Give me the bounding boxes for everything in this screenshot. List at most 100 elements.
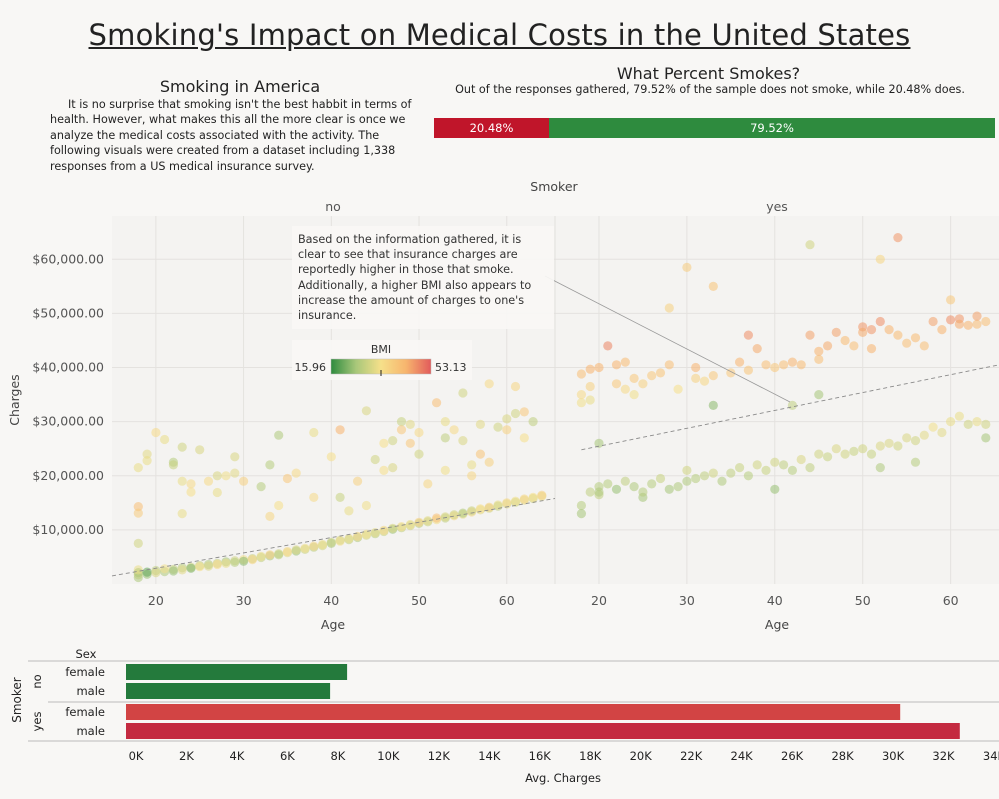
scatter-point-yes [981,316,991,327]
scatter-point-no [326,452,336,462]
avg-charges-bar-chart: Sex Smoker female male female male no yes 0K 2… [10,647,999,785]
scatter-point-yes [849,446,859,456]
scatter-point-no [309,492,319,502]
scatter-point-no [344,533,354,544]
scatter-point-yes [840,449,850,459]
scatter-point-no [353,476,363,486]
scatter-point-yes [770,484,780,494]
scatter-point-yes [682,465,692,475]
y-tick-labels: $10,000.00 $20,000.00 $30,000.00 $40,000.00… [32,251,104,537]
scatter-point-yes [576,500,587,511]
scatter-point-no [212,487,222,498]
scatter-point-no [317,539,328,550]
scatter-point-no [335,535,345,545]
scatter-point-yes [787,357,798,367]
bar-x-tick-label: 4K [230,749,245,763]
bar-x-tick-label: 0K [129,749,144,763]
scatter-point-no [212,471,222,481]
bar-x-tick-label: 8K [330,749,345,763]
scatter-point-no [133,502,143,512]
scatter-point-yes [814,354,824,364]
bar-yes-male [126,723,960,739]
scatter-point-no [291,545,301,555]
scatter-point-yes [954,411,965,421]
scatter-point-no [133,572,143,583]
y-tick-label: $20,000.00 [32,468,104,483]
y-tick-label: $30,000.00 [32,414,104,429]
scatter-point-yes [884,438,894,448]
x-tick-label: 60 [943,593,959,608]
y-tick-label: $40,000.00 [32,360,104,375]
trend-line-no [111,498,556,577]
scatter-point-yes [814,390,824,400]
scatter-point-no [423,479,433,489]
bar-category-label: female [65,705,105,719]
scatter-point-no [230,468,240,478]
scatter-point-no [256,482,266,492]
scatter-point-no [282,473,292,484]
scatter-point-no [379,525,389,536]
intro-body: It is no surprise that smoking isn't the… [50,98,412,173]
scatter-point-no [309,427,319,438]
scatter-point-yes [603,479,613,489]
scatter-point-yes [743,365,754,375]
scatter-point-yes [946,295,956,305]
scatter-point-yes [779,360,789,370]
scatter-point-no [388,436,398,446]
scatter-point-no [537,490,547,500]
scatter-point-yes [743,330,754,340]
scatter-point-yes [937,325,947,335]
scatter-point-no [133,463,143,473]
scatter-point-no [186,487,196,497]
scatter-point-no [212,559,222,570]
scatter-point-yes [735,357,745,367]
scatter-point-no [379,465,389,475]
scatter-point-yes [691,373,701,383]
scatter-point-yes [787,465,798,475]
x-tick-label: 30 [236,593,252,608]
y-tick-label: $10,000.00 [32,522,104,537]
scatter-point-no [160,434,170,445]
scatter-point-no [388,463,398,473]
scatter-point-no [221,471,231,481]
scatter-point-yes [814,346,824,356]
bar-category-label: male [76,724,105,738]
scatter-point-yes [726,468,736,478]
scatter-point-no [335,492,345,502]
scatter-point-no [230,557,240,568]
scatter-point-no [432,398,442,408]
scatter-point-yes [717,476,727,486]
scatter-point-yes [831,444,841,454]
scatter-point-yes [664,303,674,313]
scatter-point-yes [708,468,718,478]
scatter-point-no [186,479,196,489]
bar-x-tick-label: 2K [179,749,194,763]
scatter-point-no [475,449,485,459]
bar-category-header: Sex [76,647,97,661]
scatter-point-yes [910,436,921,446]
scatter-point-yes [682,476,692,486]
trend-line-yes [581,364,999,451]
bar-category-label: male [76,684,105,698]
grid-lines [112,216,999,584]
scatter-point-yes [805,240,815,250]
intro-heading: Smoking in America [159,77,321,96]
x-tick-label: 20 [148,593,164,608]
scatter-point-no [432,513,442,523]
scatter-point-no [519,494,529,504]
scatter-point-no [142,456,152,466]
x-tick-labels: 20 30 40 50 60 20 30 40 50 60 [148,593,959,608]
scatter-point-yes [981,433,991,443]
facet-label-no: no [325,199,341,214]
scatter-point-no [239,476,249,486]
scatter-point-yes [805,463,815,473]
scatter-point-no [528,417,538,427]
annotation-text: Based on the information gathered, it is… [292,226,554,330]
bar-group-header: Smoker [10,677,24,723]
scatter-point-no [502,498,512,508]
x-axis-label-yes: Age [765,617,789,632]
scatter-point-yes [691,362,701,373]
scatter-point-no [458,388,468,398]
scatter-point-no [405,438,415,448]
bar-category-label: female [65,665,105,679]
